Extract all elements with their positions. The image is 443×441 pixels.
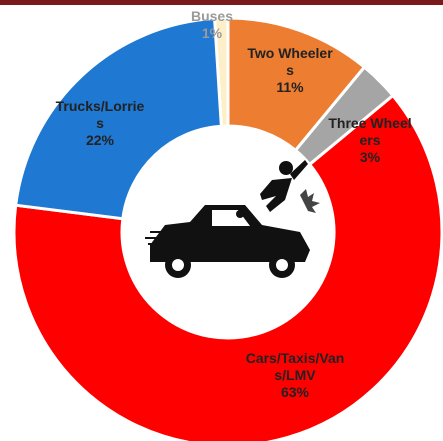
top-bar — [0, 0, 443, 5]
category-name: Three Wheelers — [328, 115, 412, 148]
category-name: Buses — [190, 8, 234, 24]
value-label: 22% — [85, 131, 115, 148]
slices — [12, 16, 443, 441]
slice-label-text: Trucks/Lorries 22% — [55, 98, 145, 148]
slice — [12, 93, 443, 441]
slice — [14, 16, 223, 221]
value-label: 63% — [280, 383, 310, 400]
value-label: 11% — [276, 78, 304, 95]
value-label: 3% — [359, 148, 381, 165]
category-name: Cars/Taxis/Vans/LMV — [245, 350, 345, 383]
value-label: 1% — [201, 24, 223, 41]
accident-icon — [145, 160, 320, 278]
slice-label-text: Three Wheelers 3% — [325, 115, 415, 165]
category-name: Two Wheelers — [247, 45, 333, 78]
slice-label-text: Two Wheelers 11% — [245, 45, 335, 95]
slice-label-text: Cars/Taxis/Vans/LMV 63% — [240, 350, 350, 400]
category-name: Trucks/Lorries — [55, 98, 145, 131]
slice-label-text: Buses 1% — [182, 8, 242, 42]
